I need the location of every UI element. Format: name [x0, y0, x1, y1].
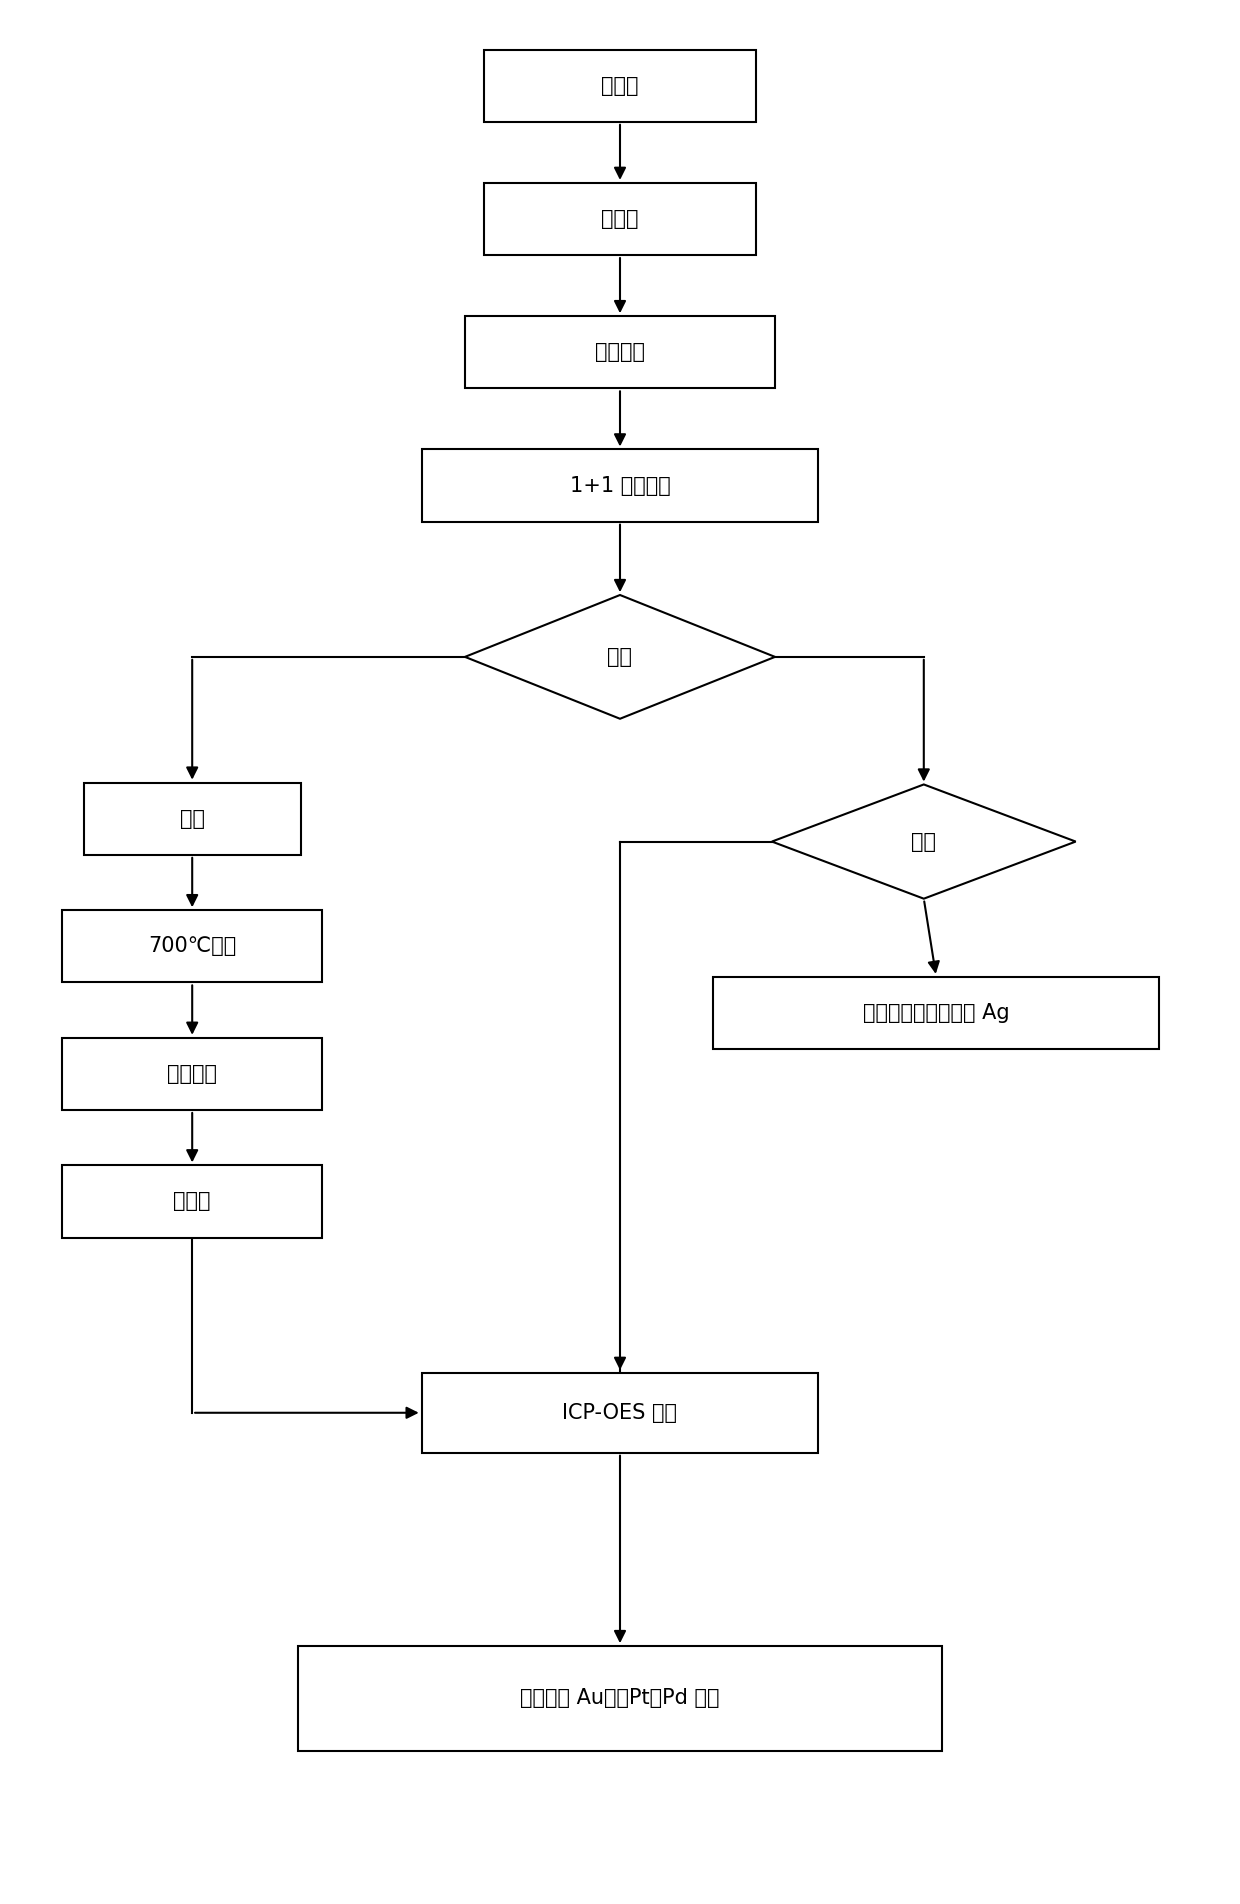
Text: 化工渣中 Au、、Pt、Pd 含量: 化工渣中 Au、、Pt、Pd 含量: [521, 1689, 719, 1708]
Text: 化工渣: 化工渣: [601, 76, 639, 95]
FancyBboxPatch shape: [422, 449, 818, 522]
Text: 自动电位滴定仪测定 Ag: 自动电位滴定仪测定 Ag: [863, 1003, 1009, 1022]
Polygon shape: [465, 594, 775, 720]
FancyBboxPatch shape: [713, 977, 1159, 1049]
Text: 滤液: 滤液: [911, 832, 936, 851]
FancyBboxPatch shape: [62, 1165, 322, 1238]
FancyBboxPatch shape: [62, 1038, 322, 1110]
Text: 溶解液: 溶解液: [174, 1192, 211, 1211]
Text: 王水溶解: 王水溶解: [167, 1064, 217, 1083]
FancyBboxPatch shape: [62, 910, 322, 982]
FancyBboxPatch shape: [298, 1645, 942, 1752]
Text: 700℃灰化: 700℃灰化: [148, 937, 237, 956]
Polygon shape: [771, 784, 1075, 899]
FancyBboxPatch shape: [484, 50, 756, 122]
FancyBboxPatch shape: [484, 183, 756, 255]
Text: ICP-OES 测定: ICP-OES 测定: [563, 1403, 677, 1422]
Text: 过滤: 过滤: [608, 647, 632, 666]
Text: 火试金: 火试金: [601, 209, 639, 228]
Text: 灰吹合粒: 灰吹合粒: [595, 343, 645, 362]
FancyBboxPatch shape: [84, 783, 300, 855]
Text: 滤渣: 滤渣: [180, 809, 205, 828]
FancyBboxPatch shape: [422, 1373, 818, 1453]
Text: 1+1 硝酸溶解: 1+1 硝酸溶解: [569, 476, 671, 495]
FancyBboxPatch shape: [465, 316, 775, 388]
